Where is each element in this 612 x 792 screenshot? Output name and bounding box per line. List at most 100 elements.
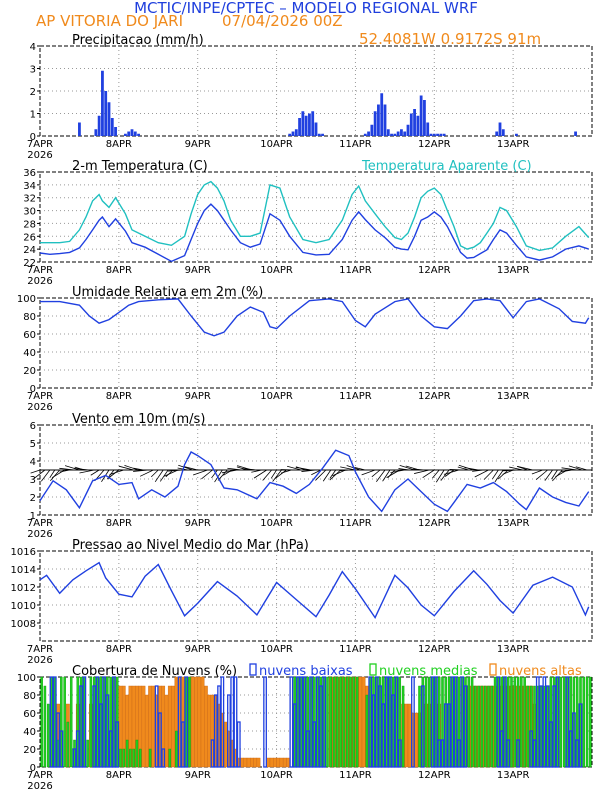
date-tick-label: 9APR [185, 770, 211, 781]
cloud-high-bar [194, 676, 198, 768]
y-tick-label: 1014 [11, 565, 36, 576]
cloud-mid-bar [329, 676, 333, 768]
wind-arrow [443, 469, 460, 475]
precip-bar [442, 133, 446, 136]
cloud-low-bar [535, 676, 540, 768]
wind-arrow [361, 469, 376, 476]
panel-frame [39, 171, 593, 263]
panels: 7APR 8APR 9APR 10APR 11APR 12APR 13APR20260123… [11, 33, 593, 792]
wind-arrow [509, 466, 524, 471]
year-label: 2026 [27, 655, 52, 666]
cloud-high-bar [358, 676, 363, 768]
wind-arrow [159, 469, 169, 482]
wind-arrow [30, 469, 41, 474]
cloud-low-bar [161, 748, 166, 768]
wind-arrow [444, 469, 455, 477]
cloud-mid-bar [349, 676, 352, 768]
cloud-mid-bar [46, 703, 50, 768]
wind-arrow [382, 469, 391, 482]
cloud-high-bar [171, 685, 175, 768]
wind-arrow [64, 465, 80, 471]
precip-bar [429, 133, 433, 136]
series-line-blue [39, 203, 589, 263]
series-line-blue [40, 298, 590, 337]
precip-bar [298, 118, 301, 136]
cloud-mid-bar [477, 685, 480, 768]
cloud-low-bar [56, 712, 60, 768]
cloud-mid-bar [89, 676, 93, 768]
wind-arrow [422, 469, 435, 478]
wind-arrow [329, 469, 337, 479]
wind-arrow [483, 469, 494, 480]
cloud-mid-bar [490, 685, 494, 768]
date-tick-label: 8APR [106, 391, 132, 402]
precip-bar [495, 131, 499, 136]
cloud-mid-bar [40, 676, 43, 768]
y-tick-label: 5 [30, 439, 36, 450]
precip-bar [393, 133, 397, 136]
cloud-mid-bar [63, 676, 66, 768]
wind-arrow [50, 469, 61, 482]
y-tick-label: 100 [17, 673, 36, 684]
cloud-high-bar [197, 676, 202, 768]
y-tick-label: 40 [23, 727, 36, 738]
precip-bar [498, 122, 502, 136]
date-tick-label: 13APR [497, 139, 530, 150]
cloud-low-bar [302, 676, 307, 768]
cloud-low-bar [181, 721, 185, 768]
cloud-mid-bar [424, 676, 428, 768]
wind-arrow [295, 466, 312, 471]
cloud-mid-bar [428, 676, 431, 768]
y-tick-label: 0 [30, 132, 36, 143]
cloud-low-bar [516, 739, 520, 768]
cloud-low-bar [230, 676, 235, 768]
cloud-mid-bar [119, 748, 122, 768]
cloud-high-bar [141, 685, 146, 768]
y-tick-label: 30 [23, 207, 36, 218]
panel-title: Cobertura de Nuvens (%) [72, 664, 237, 679]
panel-title: Umidade Relativa em 2m (%) [72, 285, 263, 300]
date-tick-label: 10APR [260, 265, 293, 276]
date-tick-label: 7APR [27, 518, 53, 529]
year-label: 2026 [27, 529, 52, 540]
wind-arrow [49, 469, 56, 479]
wind-arrow [502, 469, 519, 472]
cloud-low-bar [220, 676, 225, 768]
y-tick-label: 20 [23, 745, 36, 756]
precip-bar [130, 129, 134, 136]
cloud-high-bar [253, 757, 258, 768]
cloud-low-bar [394, 676, 399, 768]
legend-swatch [489, 663, 497, 676]
cloud-high-bar [276, 757, 281, 768]
precip-bar [304, 115, 308, 136]
cloud-low-bar [319, 685, 323, 768]
y-tick-label: 60 [23, 709, 36, 720]
cloud-mid-bar [470, 676, 474, 768]
cloud-low-bar [299, 676, 304, 768]
panel-frame [39, 297, 593, 389]
wind-arrow [568, 465, 583, 471]
cloud-low-bar [447, 703, 451, 768]
cloud-high-bar [286, 757, 290, 768]
cloud-high-bar [151, 685, 156, 768]
wind-arrow [339, 469, 351, 472]
cloud-high-bar [240, 757, 244, 768]
legend-label: nuvens baixas [259, 664, 353, 679]
precip-bar [380, 93, 384, 136]
header-title: MCTIC/INPE/CPTEC – MODELO REGIONAL WRF [134, 0, 478, 17]
cloud-mid-bar [125, 739, 129, 768]
y-tick-label: 80 [23, 312, 36, 323]
y-tick-label: 1008 [11, 619, 36, 630]
cloud-high-bar [361, 676, 366, 768]
cloud-mid-bar [523, 676, 526, 768]
y-tick-label: 1012 [11, 583, 36, 594]
cloud-low-bar [98, 703, 103, 768]
cloud-low-bar [115, 721, 120, 768]
wind-arrow [449, 468, 464, 471]
date-tick-label: 12APR [418, 265, 451, 276]
cloud-low-bar [184, 676, 189, 768]
cloud-low-bar [368, 676, 373, 768]
panel-title: 2-m Temperatura (C) [72, 159, 208, 174]
y-tick-label: 4 [30, 457, 36, 468]
y-tick-label: 1 [30, 110, 36, 121]
